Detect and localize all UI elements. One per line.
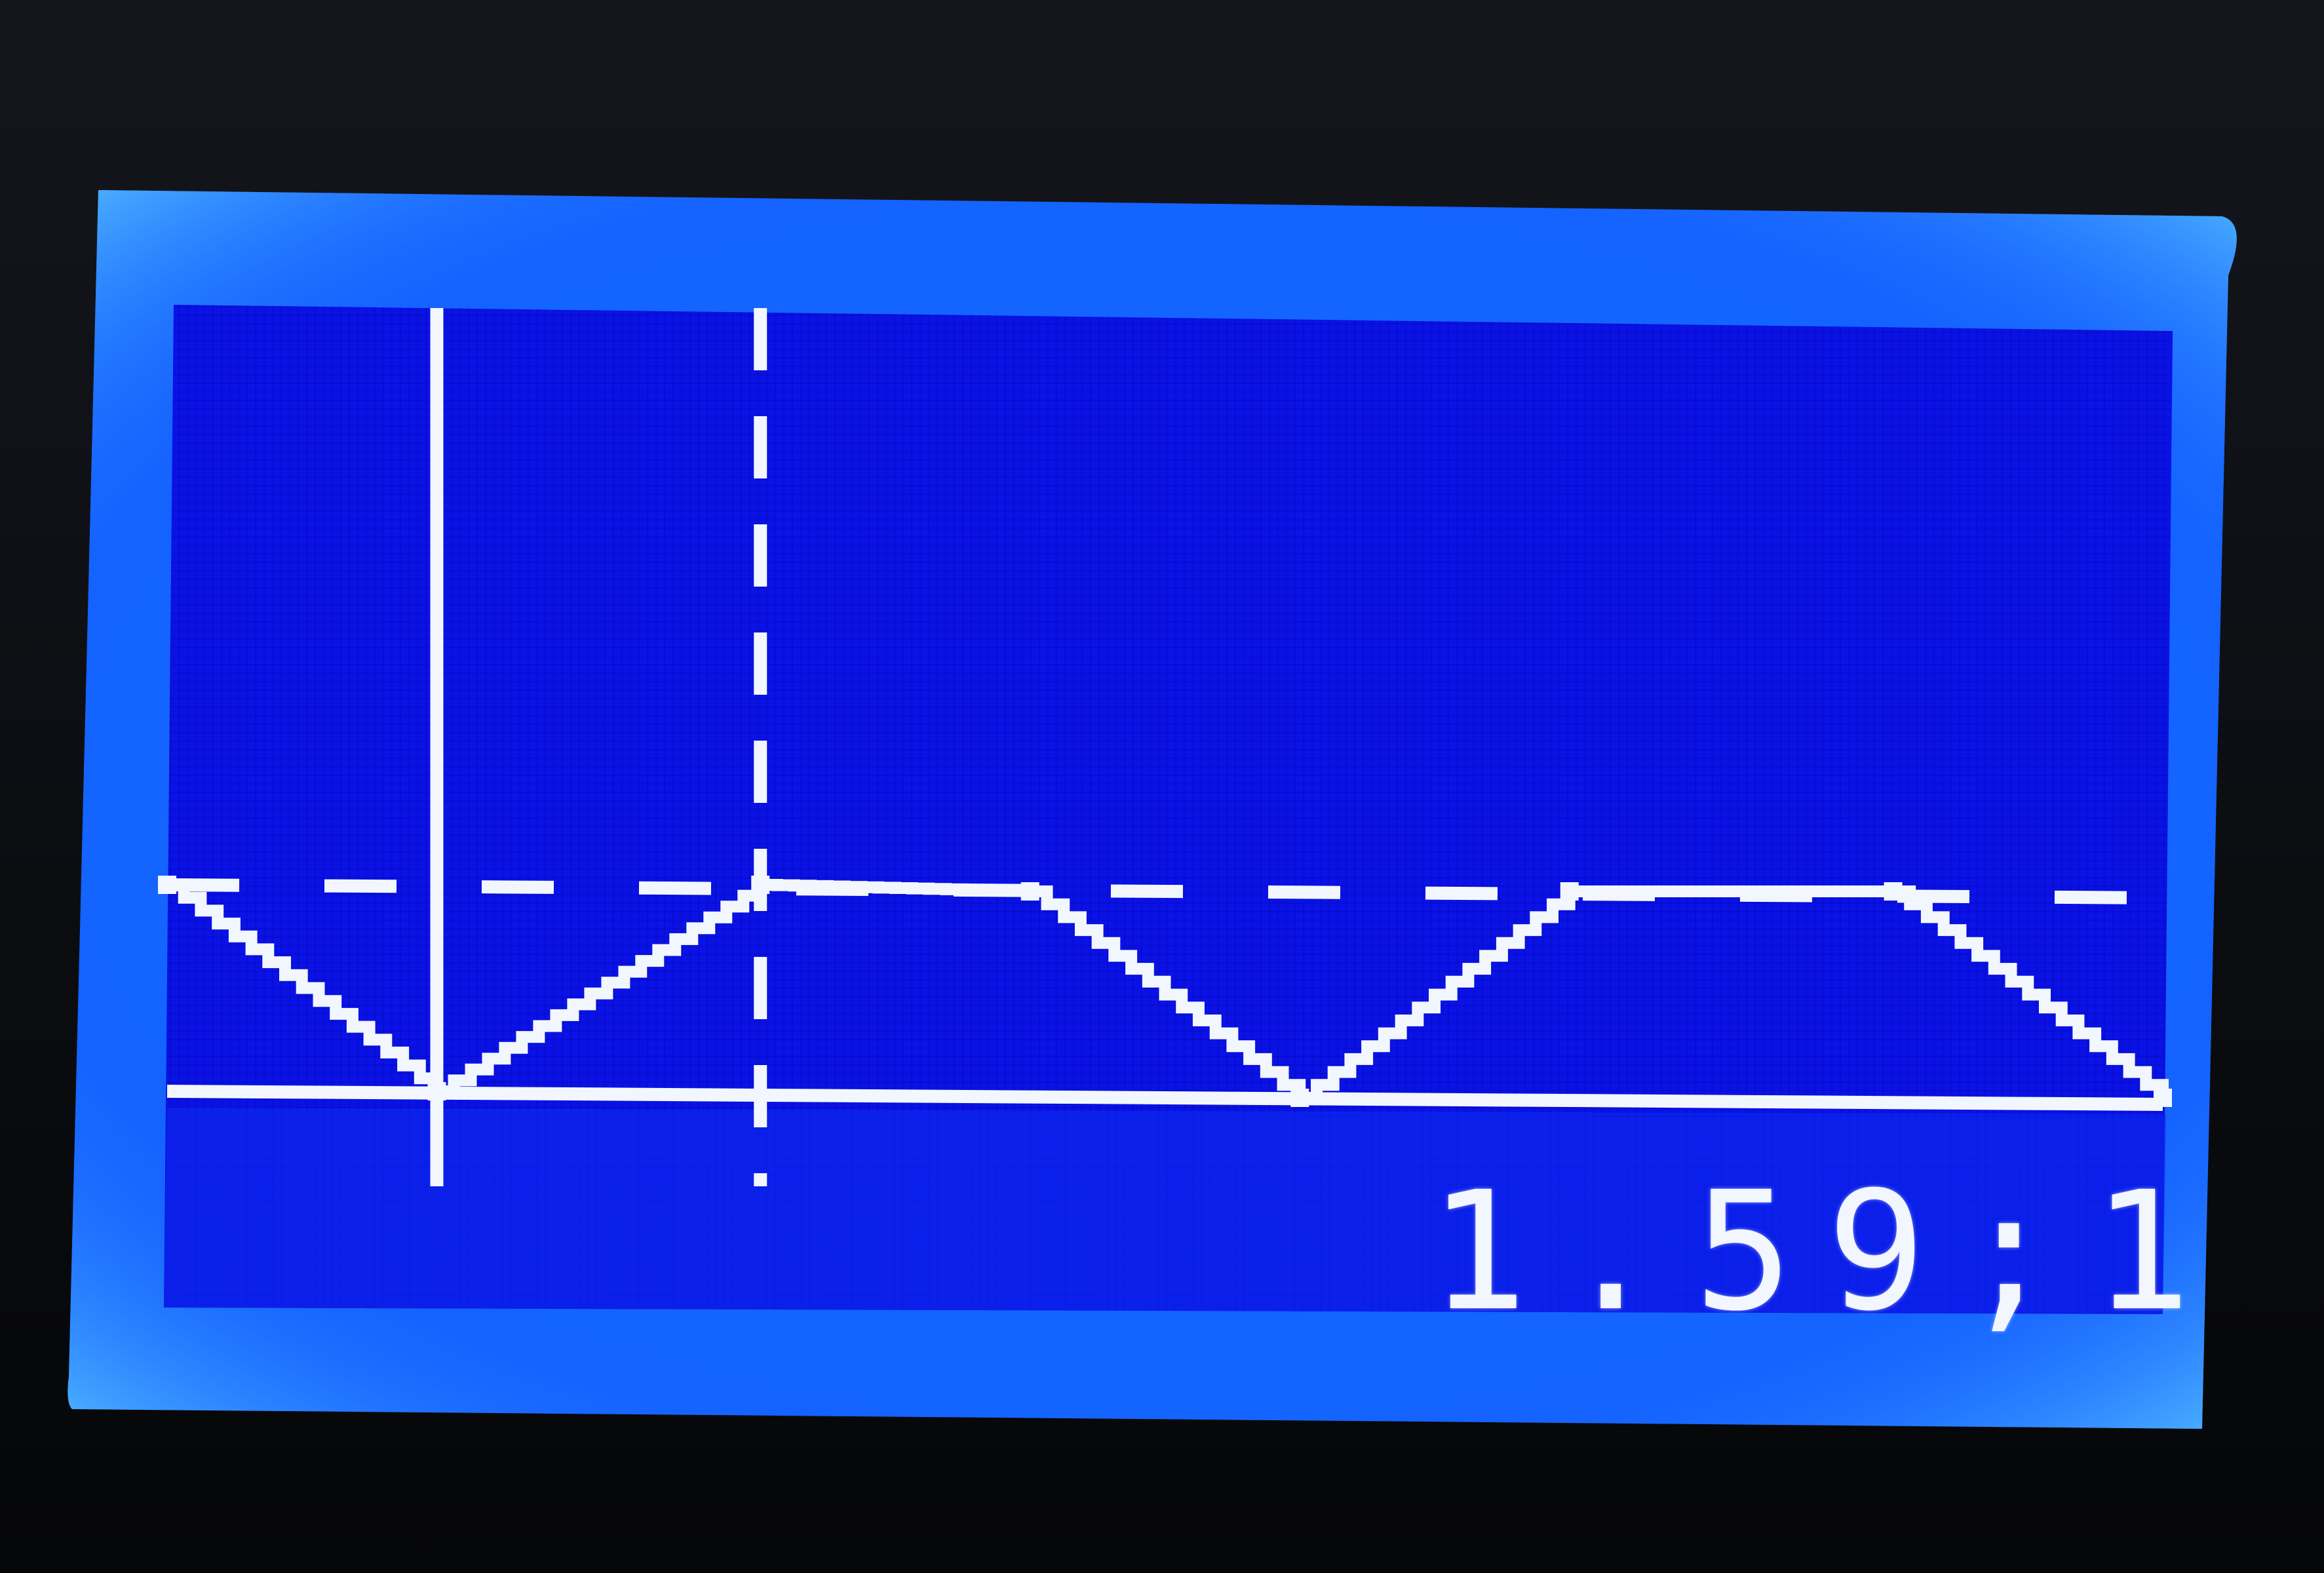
waveform-point bbox=[1884, 882, 1903, 901]
x-axis-line bbox=[166, 1085, 2163, 1111]
waveform-point bbox=[751, 876, 770, 894]
ratio-readout: 1.59;1 bbox=[1429, 1156, 2226, 1347]
waveform-line bbox=[167, 879, 2169, 1104]
waveform-point bbox=[2154, 1089, 2172, 1107]
waveform-point bbox=[1020, 882, 1039, 901]
waveform-point bbox=[1560, 882, 1579, 901]
chart bbox=[158, 308, 2172, 1186]
waveform-point bbox=[1290, 1089, 1309, 1107]
reference-level-line bbox=[166, 878, 2163, 904]
waveform-point bbox=[427, 1082, 446, 1100]
waveform-point bbox=[158, 876, 176, 894]
